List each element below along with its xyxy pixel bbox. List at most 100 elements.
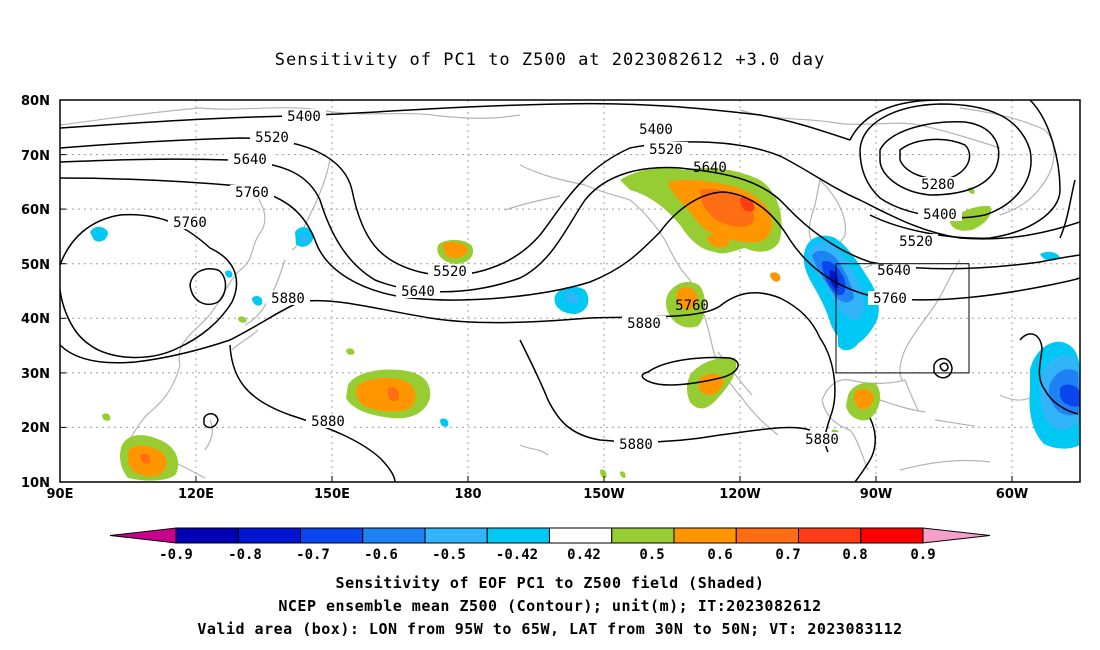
- colorbar-label: -0.6: [364, 547, 398, 563]
- plot-frame: [59, 99, 1081, 483]
- colorbar-segment: [735, 527, 799, 544]
- contour-label: 5880: [614, 437, 658, 453]
- colorbar-label: -0.9: [159, 547, 193, 563]
- lat-label: 70N: [21, 149, 50, 164]
- lon-label: 120W: [719, 487, 760, 502]
- colorbar-segment: [798, 527, 862, 544]
- lat-label: 10N: [21, 476, 50, 491]
- lat-label: 50N: [21, 258, 50, 273]
- lat-label: 40N: [21, 312, 50, 327]
- contour-label: 5760: [868, 291, 912, 307]
- colorbar-segment: [611, 527, 675, 544]
- colorbar-label: -0.42: [496, 547, 538, 563]
- colorbar-labels: -0.9 -0.8 -0.7 -0.6 -0.5 -0.42 0.42 0.5 …: [159, 547, 936, 563]
- svg-text:5640: 5640: [401, 284, 435, 300]
- contour-label: 5760: [230, 185, 274, 201]
- colorbar-segment: [860, 527, 924, 544]
- lon-label: 60W: [996, 487, 1028, 502]
- contour-label: 5520: [250, 130, 294, 146]
- colorbar: [109, 527, 991, 544]
- svg-text:5760: 5760: [235, 185, 269, 201]
- caption-contour: NCEP ensemble mean Z500 (Contour); unit(…: [278, 597, 822, 615]
- lat-label: 80N: [21, 94, 50, 109]
- lon-label: 180: [454, 487, 481, 502]
- colorbar-label: 0.42: [567, 547, 601, 563]
- lat-label: 30N: [21, 367, 50, 382]
- lon-label: 90W: [860, 487, 892, 502]
- lon-label: 150W: [583, 487, 624, 502]
- colorbar-arrow-high: [922, 527, 991, 544]
- colorbar-segment: [300, 527, 364, 544]
- colorbar-label: -0.7: [296, 547, 330, 563]
- colorbar-segment: [673, 527, 737, 544]
- contour-label: 5880: [306, 414, 350, 430]
- svg-text:5880: 5880: [627, 316, 661, 332]
- svg-text:5280: 5280: [921, 177, 955, 193]
- lat-label: 20N: [21, 421, 50, 436]
- colorbar-label: -0.5: [432, 547, 466, 563]
- lon-label: 90E: [47, 487, 74, 502]
- svg-text:5640: 5640: [233, 152, 267, 168]
- map-title: Sensitivity of PC1 to Z500 at 2023082612…: [274, 50, 826, 70]
- shade-orange-pacific: [356, 377, 416, 412]
- contour-label: 5880: [266, 291, 310, 307]
- lon-label: 150E: [314, 487, 350, 502]
- contour-label: 5400: [918, 207, 962, 223]
- svg-text:5880: 5880: [619, 437, 653, 453]
- colorbar-label: 0.7: [775, 547, 800, 563]
- colorbar-label: 0.9: [910, 547, 935, 563]
- colorbar-label: 0.5: [639, 547, 664, 563]
- contour-labels: 5400 5520 5640 5760 5760 5880 5880 5880 …: [168, 109, 962, 453]
- svg-text:5520: 5520: [649, 142, 683, 158]
- contour-label: 5760: [675, 298, 709, 314]
- svg-text:5640: 5640: [877, 263, 911, 279]
- contour-label: 5520: [428, 264, 472, 280]
- svg-text:5880: 5880: [271, 291, 305, 307]
- contour-label: 5400: [282, 109, 326, 125]
- svg-text:5760: 5760: [173, 215, 207, 231]
- contour-label: 5640: [693, 160, 727, 176]
- lat-label: 60N: [21, 203, 50, 218]
- shade-blue-1: [90, 226, 108, 242]
- colorbar-segment: [237, 527, 301, 544]
- colorbar-label: -0.8: [228, 547, 262, 563]
- svg-text:5400: 5400: [923, 207, 957, 223]
- shaded-sensitivity: [90, 168, 1080, 481]
- svg-text:5520: 5520: [433, 264, 467, 280]
- lon-label: 120E: [178, 487, 214, 502]
- colorbar-segment: [175, 527, 239, 544]
- colorbar-segment: [549, 527, 613, 544]
- contour-label: 5640: [872, 263, 916, 279]
- ticks: [60, 99, 1013, 482]
- svg-text:5760: 5760: [873, 291, 907, 307]
- colorbar-arrow-low: [109, 527, 177, 544]
- colorbar-segment: [362, 527, 426, 544]
- svg-text:5880: 5880: [311, 414, 345, 430]
- colorbar-label: 0.8: [842, 547, 867, 563]
- svg-text:5760: 5760: [675, 298, 709, 314]
- lon-labels: 90E 120E 150E 180 150W 120W 90W 60W: [47, 487, 1029, 502]
- shade-green-canada: [950, 205, 992, 231]
- contour-label: 5520: [644, 142, 688, 158]
- contour-label: 5640: [396, 284, 440, 300]
- contour-label: 5520: [894, 234, 938, 250]
- svg-text:5520: 5520: [899, 234, 933, 250]
- caption-shaded: Sensitivity of EOF PC1 to Z500 field (Sh…: [335, 574, 765, 592]
- colorbar-label: 0.6: [707, 547, 732, 563]
- contour-label: 5400: [634, 122, 678, 138]
- valid-area-box: [835, 263, 970, 374]
- svg-text:5400: 5400: [639, 122, 673, 138]
- svg-text:5400: 5400: [287, 109, 321, 125]
- contour-label: 5760: [168, 215, 212, 231]
- caption-valid-area: Valid area (box): LON from 95W to 65W, L…: [197, 620, 903, 638]
- colorbar-segment: [424, 527, 488, 544]
- lat-labels: 80N 70N 60N 50N 40N 30N 20N 10N: [21, 94, 50, 491]
- svg-text:5640: 5640: [693, 160, 727, 176]
- colorbar-segment: [486, 527, 550, 544]
- svg-text:5520: 5520: [255, 130, 289, 146]
- contour-label: 5880: [622, 316, 666, 332]
- contour-label: 5640: [228, 152, 272, 168]
- contour-label: 5880: [800, 432, 844, 448]
- contour-label: 5280: [916, 177, 960, 193]
